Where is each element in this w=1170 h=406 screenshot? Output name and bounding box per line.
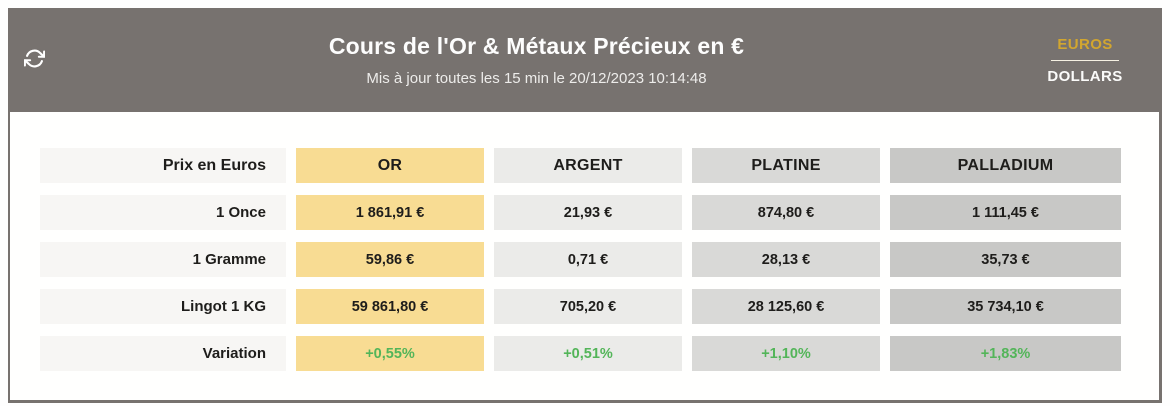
table-corner-label: Prix en Euros <box>40 148 286 183</box>
variation-cell-platine: +1,10% <box>692 336 880 371</box>
prices-table: Prix en Euros OR ARGENT PLATINE PALLADIU… <box>40 148 1159 371</box>
update-info: Mis à jour toutes les 15 min le 20/12/20… <box>366 70 707 87</box>
row-label-once: 1 Once <box>40 195 286 230</box>
refresh-icon <box>23 48 45 72</box>
column-header-argent: ARGENT <box>494 148 682 183</box>
row-label-lingot: Lingot 1 KG <box>40 289 286 324</box>
currency-toggle: EUROS DOLLARS <box>1025 36 1145 85</box>
price-cell-lingot-platine: 28 125,60 € <box>692 289 880 324</box>
row-label-gramme: 1 Gramme <box>40 242 286 277</box>
price-cell-lingot-or: 59 861,80 € <box>296 289 484 324</box>
metal-prices-widget: Cours de l'Or & Métaux Précieux en € Mis… <box>8 8 1162 403</box>
price-cell-once-argent: 21,93 € <box>494 195 682 230</box>
row-label-variation: Variation <box>40 336 286 371</box>
widget-header: Cours de l'Or & Métaux Précieux en € Mis… <box>10 8 1159 112</box>
refresh-button[interactable] <box>10 48 58 72</box>
price-cell-lingot-palladium: 35 734,10 € <box>890 289 1121 324</box>
variation-cell-or: +0,55% <box>296 336 484 371</box>
variation-cell-palladium: +1,83% <box>890 336 1121 371</box>
column-header-palladium: PALLADIUM <box>890 148 1121 183</box>
price-cell-gramme-palladium: 35,73 € <box>890 242 1121 277</box>
header-center: Cours de l'Or & Métaux Précieux en € Mis… <box>58 33 1025 87</box>
column-header-or: OR <box>296 148 484 183</box>
price-cell-gramme-argent: 0,71 € <box>494 242 682 277</box>
price-cell-once-palladium: 1 111,45 € <box>890 195 1121 230</box>
toggle-divider <box>1051 59 1119 61</box>
currency-option-dollars[interactable]: DOLLARS <box>1047 67 1123 85</box>
table-wrap: Prix en Euros OR ARGENT PLATINE PALLADIU… <box>10 112 1159 371</box>
price-cell-gramme-or: 59,86 € <box>296 242 484 277</box>
column-header-platine: PLATINE <box>692 148 880 183</box>
price-cell-lingot-argent: 705,20 € <box>494 289 682 324</box>
price-cell-gramme-platine: 28,13 € <box>692 242 880 277</box>
variation-cell-argent: +0,51% <box>494 336 682 371</box>
currency-option-euros[interactable]: EUROS <box>1057 36 1112 60</box>
price-cell-once-platine: 874,80 € <box>692 195 880 230</box>
page-title: Cours de l'Or & Métaux Précieux en € <box>328 33 745 59</box>
price-cell-once-or: 1 861,91 € <box>296 195 484 230</box>
